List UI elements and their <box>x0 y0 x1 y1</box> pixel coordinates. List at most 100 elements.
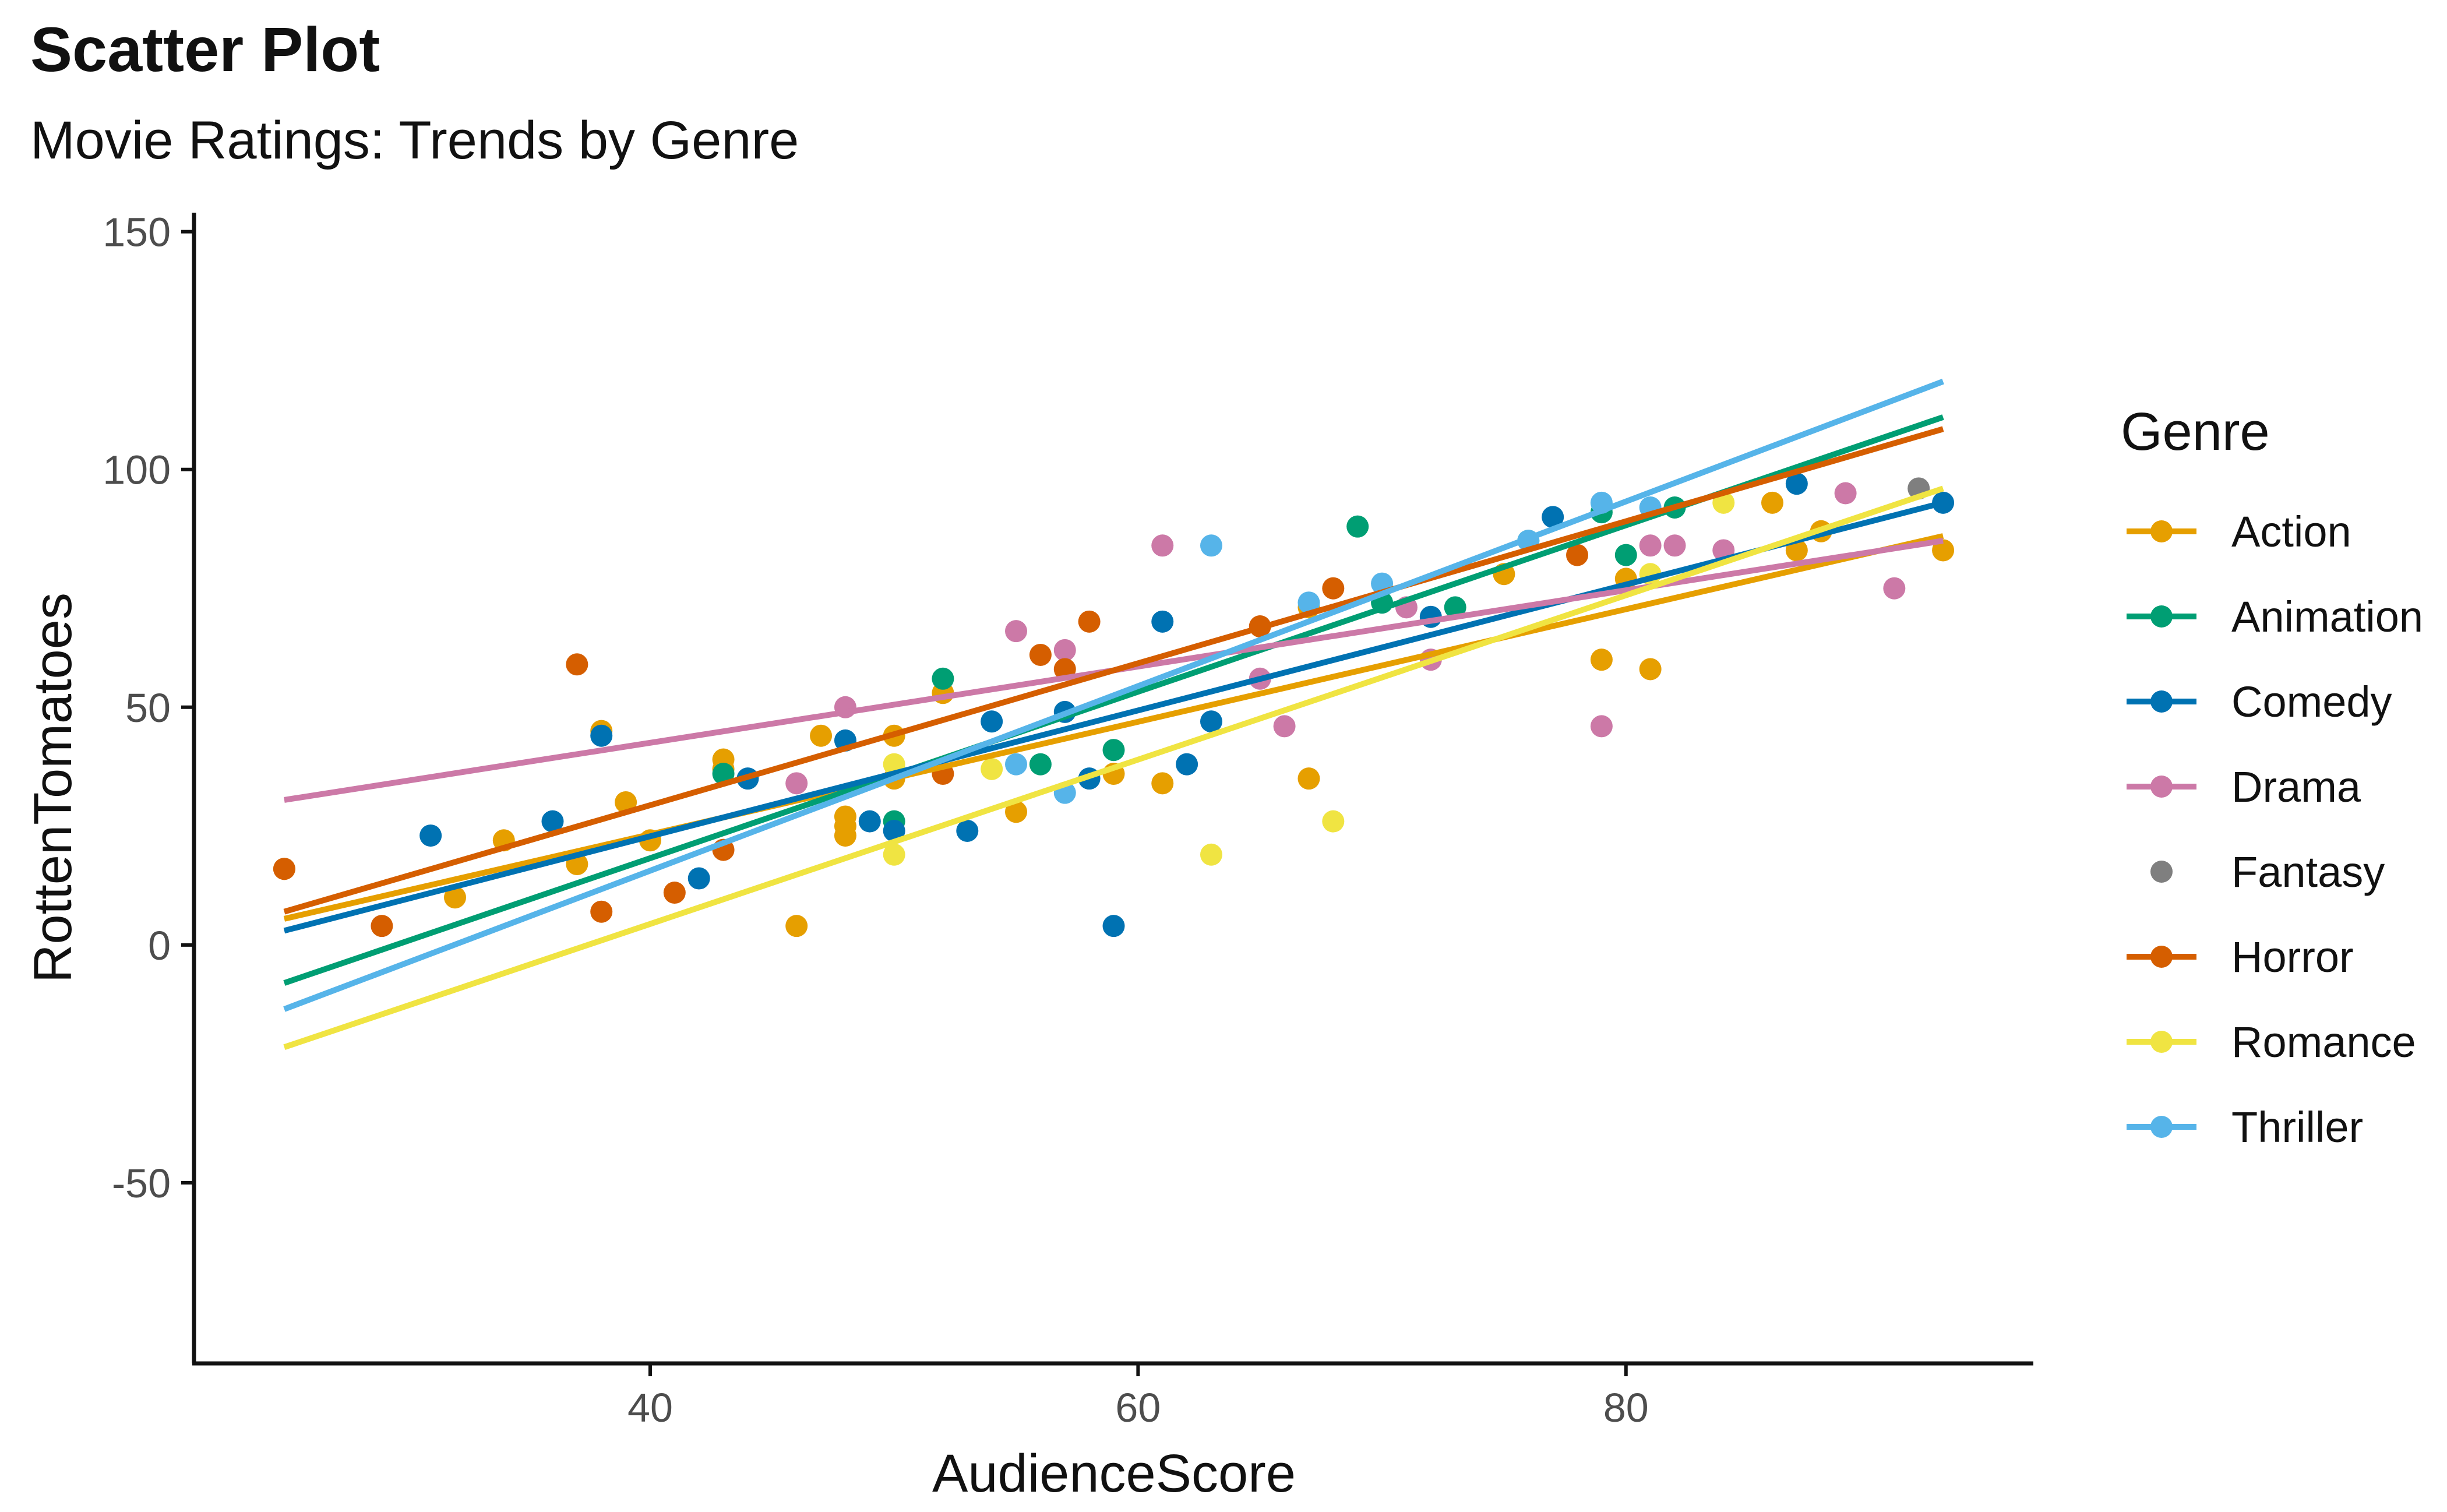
data-point-comedy <box>541 810 564 833</box>
legend-key-point <box>2150 690 2173 713</box>
data-point-action <box>834 824 856 847</box>
data-point-horror <box>663 882 686 904</box>
chart-subtitle: Movie Ratings: Trends by Genre <box>30 111 799 170</box>
y-axis-ticks: -50 0 50 100 150 <box>103 210 194 1206</box>
data-point-comedy <box>1200 710 1222 733</box>
data-point-comedy <box>1542 506 1564 528</box>
legend: Action Animation Comedy Drama Fantasy Horror R… <box>2127 507 2423 1151</box>
legend-label: Animation <box>2231 593 2423 641</box>
data-point-animation <box>1102 739 1125 762</box>
legend-key-point <box>2150 1116 2173 1138</box>
x-tick-label: 80 <box>1603 1385 1649 1430</box>
y-axis-label: RottenTomatoes <box>23 593 83 983</box>
data-point-romance <box>883 843 905 866</box>
data-point-drama <box>1151 534 1174 557</box>
data-point-animation <box>1346 515 1369 538</box>
data-point-drama <box>1005 620 1028 643</box>
trend-lines <box>283 379 1944 1051</box>
chart-title: Scatter Plot <box>30 14 380 84</box>
data-point-action <box>1932 539 1955 562</box>
data-point-drama <box>785 772 808 795</box>
data-point-animation <box>1444 596 1466 619</box>
y-tick-label: 150 <box>103 210 171 255</box>
data-point-action <box>1005 801 1028 823</box>
data-point-romance <box>981 757 1003 780</box>
data-point-horror <box>590 900 613 923</box>
trend-line-romance <box>283 485 1944 1051</box>
legend-key-point <box>2150 1031 2173 1053</box>
data-point-horror <box>1029 643 1052 666</box>
data-point-horror <box>371 915 393 937</box>
x-axis-ticks: 40 60 80 <box>627 1363 1649 1430</box>
data-point-comedy <box>883 819 905 842</box>
legend-item-romance: Romance <box>2127 1018 2416 1066</box>
data-point-animation <box>1029 753 1052 776</box>
data-point-thriller <box>1297 591 1320 614</box>
data-point-comedy <box>1102 915 1125 937</box>
legend-item-drama: Drama <box>2127 763 2361 811</box>
legend-title: Genre <box>2121 402 2270 461</box>
data-point-action <box>1761 491 1783 514</box>
y-tick-label: 50 <box>125 685 171 731</box>
data-point-romance <box>1200 843 1222 866</box>
y-tick-label: -50 <box>112 1161 171 1206</box>
legend-item-animation: Animation <box>2127 593 2423 641</box>
legend-label: Action <box>2231 507 2351 556</box>
data-point-comedy <box>981 710 1003 733</box>
y-tick-label: 100 <box>103 447 171 493</box>
trend-line-horror <box>283 426 1944 915</box>
data-point-action <box>1151 772 1174 795</box>
legend-key-point <box>2150 605 2173 628</box>
y-tick-label: 0 <box>148 923 171 968</box>
data-point-animation <box>1614 544 1637 566</box>
legend-label: Comedy <box>2231 678 2392 726</box>
legend-label: Thriller <box>2231 1103 2363 1151</box>
data-point-comedy <box>419 824 442 847</box>
data-point-drama <box>1663 534 1686 557</box>
data-point-thriller <box>1200 534 1222 557</box>
legend-label: Fantasy <box>2231 848 2385 896</box>
data-point-comedy <box>858 810 881 833</box>
data-point-action <box>1639 658 1662 681</box>
legend-item-thriller: Thriller <box>2127 1103 2363 1151</box>
data-point-action <box>1297 767 1320 790</box>
legend-item-action: Action <box>2127 507 2351 556</box>
legend-key-point <box>2150 946 2173 968</box>
data-point-comedy <box>687 867 710 890</box>
data-point-action <box>444 886 467 909</box>
x-axis-label: AudienceScore <box>932 1444 1296 1503</box>
x-tick-label: 40 <box>627 1385 673 1430</box>
legend-key-point <box>2150 861 2173 883</box>
data-point-drama <box>1053 639 1076 661</box>
data-point-comedy <box>1785 473 1808 495</box>
data-point-thriller <box>1005 753 1028 776</box>
data-point-horror <box>1322 577 1345 600</box>
x-tick-label: 60 <box>1115 1385 1161 1430</box>
data-point-action <box>785 915 808 937</box>
legend-key-point <box>2150 520 2173 542</box>
data-point-comedy <box>590 724 613 747</box>
data-point-drama <box>1883 577 1906 600</box>
data-point-drama <box>1273 715 1296 738</box>
legend-label: Horror <box>2231 933 2354 981</box>
legend-item-comedy: Comedy <box>2127 678 2392 726</box>
data-point-horror <box>1566 544 1589 566</box>
data-point-drama <box>1834 482 1857 505</box>
data-point-comedy <box>1176 753 1198 776</box>
data-point-action <box>1590 648 1613 671</box>
data-point-drama <box>1590 715 1613 738</box>
data-point-romance <box>1322 810 1345 833</box>
data-point-animation <box>932 667 954 690</box>
trend-line-comedy <box>283 499 1944 934</box>
data-point-horror <box>1078 610 1101 633</box>
trend-line-thriller <box>283 379 1944 1012</box>
data-point-horror <box>566 653 588 676</box>
data-point-drama <box>1639 534 1662 557</box>
legend-label: Drama <box>2231 763 2361 811</box>
trend-line-action <box>283 533 1944 922</box>
legend-item-fantasy: Fantasy <box>2150 848 2385 896</box>
data-point-horror <box>273 858 295 880</box>
data-point-comedy <box>1151 610 1174 633</box>
data-point-action <box>810 724 833 747</box>
